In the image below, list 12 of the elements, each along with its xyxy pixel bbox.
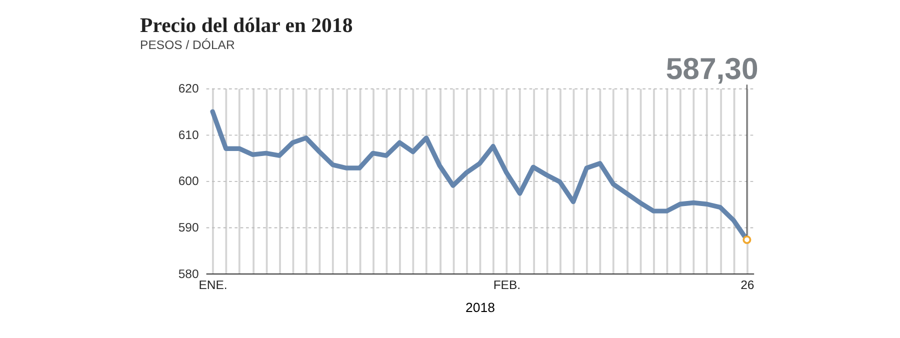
x-tick-label: FEB. bbox=[493, 278, 521, 292]
x-axis-title: 2018 bbox=[466, 300, 495, 315]
chart-subtitle: PESOS / DÓLAR bbox=[140, 38, 235, 52]
x-tick-label: 26 bbox=[740, 278, 754, 292]
annotation: 587,30 bbox=[666, 52, 758, 86]
chart-title: Precio del dólar en 2018 bbox=[140, 14, 353, 37]
y-tick-label: 600 bbox=[178, 174, 199, 188]
y-tick-label: 580 bbox=[178, 266, 199, 281]
y-tick-label: 590 bbox=[178, 220, 199, 234]
y-tick-label: 610 bbox=[178, 128, 199, 142]
x-tick-label: ENE. bbox=[198, 278, 228, 292]
y-tick-label: 620 bbox=[178, 82, 199, 96]
